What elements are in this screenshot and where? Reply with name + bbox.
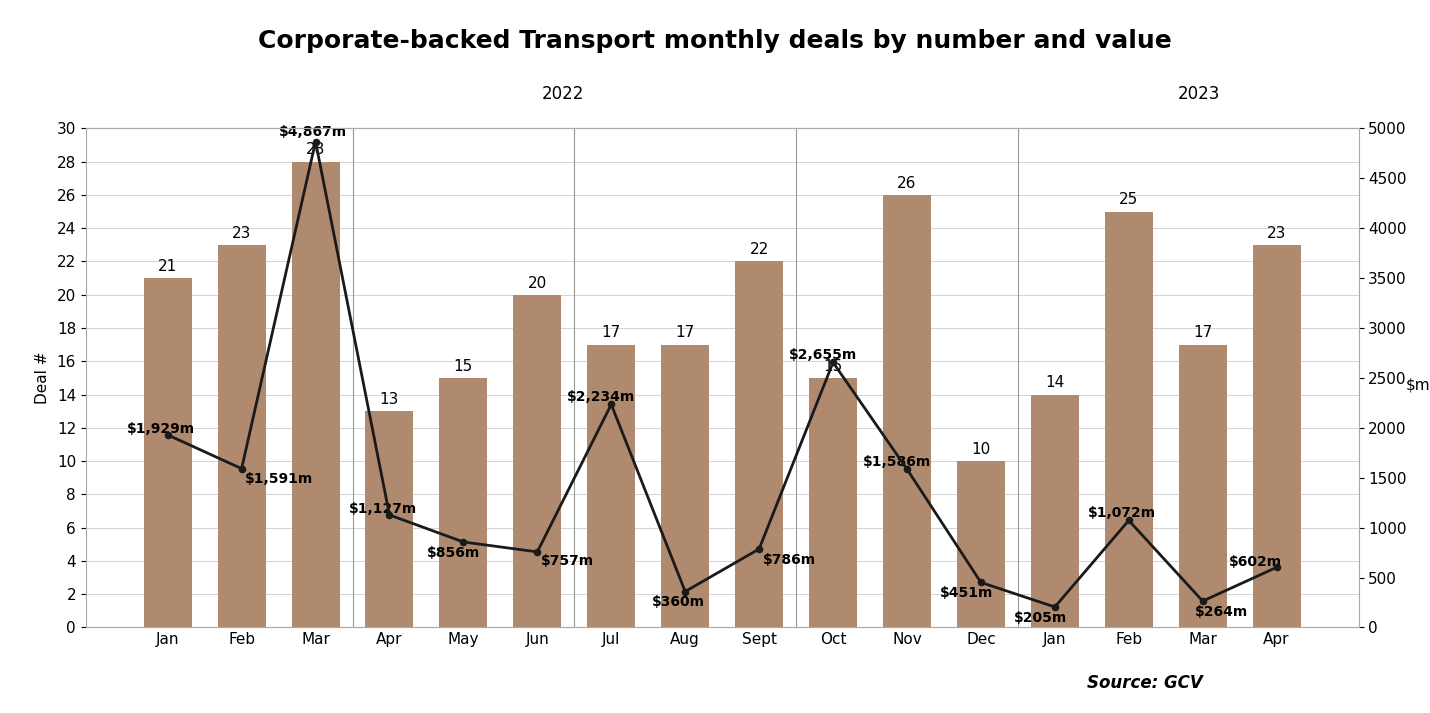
- Point: [1266, 562, 1288, 573]
- Text: 2022: 2022: [542, 86, 585, 103]
- Text: 10: 10: [971, 442, 991, 457]
- Text: Source: GCV: Source: GCV: [1087, 674, 1203, 692]
- Bar: [809, 378, 857, 627]
- Text: 15: 15: [824, 359, 842, 374]
- Point: [305, 136, 327, 148]
- Text: 17: 17: [1193, 325, 1213, 341]
- Text: $264m: $264m: [1195, 605, 1248, 619]
- Bar: [661, 344, 709, 627]
- Bar: [1253, 245, 1301, 627]
- Text: $602m: $602m: [1228, 555, 1281, 568]
- Text: 21: 21: [159, 259, 177, 274]
- Bar: [735, 262, 784, 627]
- Text: 17: 17: [602, 325, 621, 341]
- Bar: [957, 461, 1005, 627]
- Text: $757m: $757m: [541, 554, 593, 568]
- Point: [156, 429, 179, 441]
- Text: $1,929m: $1,929m: [127, 422, 194, 436]
- Bar: [217, 245, 266, 627]
- Text: 2023: 2023: [1178, 86, 1221, 103]
- Text: 26: 26: [897, 175, 917, 190]
- Text: 25: 25: [1120, 193, 1138, 207]
- Text: Corporate-backed Transport monthly deals by number and value: Corporate-backed Transport monthly deals…: [259, 29, 1171, 53]
- Text: $2,655m: $2,655m: [789, 348, 857, 362]
- Text: 23: 23: [1267, 225, 1287, 241]
- Point: [674, 586, 696, 597]
- Text: 13: 13: [380, 392, 399, 407]
- Bar: [143, 278, 192, 627]
- Text: 20: 20: [528, 275, 546, 291]
- Bar: [588, 344, 635, 627]
- Point: [1191, 595, 1214, 607]
- Point: [378, 509, 400, 520]
- Bar: [1105, 212, 1153, 627]
- Text: 14: 14: [1045, 375, 1064, 391]
- Point: [526, 546, 549, 558]
- Point: [452, 536, 475, 548]
- Text: 17: 17: [675, 325, 695, 341]
- Text: $1,586m: $1,586m: [862, 455, 931, 468]
- Text: $205m: $205m: [1014, 611, 1067, 625]
- Text: 23: 23: [232, 225, 252, 241]
- Bar: [1178, 344, 1227, 627]
- Point: [599, 399, 622, 410]
- Point: [230, 463, 253, 474]
- Text: $1,072m: $1,072m: [1088, 506, 1157, 520]
- Text: $4,867m: $4,867m: [279, 125, 346, 140]
- Point: [895, 463, 918, 475]
- Text: $1,591m: $1,591m: [246, 473, 313, 486]
- Text: 28: 28: [306, 143, 325, 158]
- Y-axis label: Deal #: Deal #: [34, 352, 50, 404]
- Y-axis label: $m: $m: [1406, 378, 1430, 393]
- Point: [1117, 515, 1140, 526]
- Bar: [366, 411, 413, 627]
- Point: [970, 577, 992, 588]
- Bar: [513, 294, 562, 627]
- Text: 15: 15: [453, 359, 473, 374]
- Bar: [1031, 394, 1078, 627]
- Bar: [882, 195, 931, 627]
- Bar: [439, 378, 488, 627]
- Text: 22: 22: [749, 242, 769, 257]
- Text: $360m: $360m: [652, 595, 705, 610]
- Point: [748, 543, 771, 555]
- Point: [822, 356, 845, 368]
- Text: $856m: $856m: [426, 546, 479, 560]
- Text: $451m: $451m: [941, 586, 994, 600]
- Text: $2,234m: $2,234m: [566, 390, 635, 404]
- Text: $786m: $786m: [762, 553, 817, 567]
- Text: $1,127m: $1,127m: [349, 502, 418, 516]
- Point: [1044, 601, 1067, 612]
- Bar: [292, 162, 339, 627]
